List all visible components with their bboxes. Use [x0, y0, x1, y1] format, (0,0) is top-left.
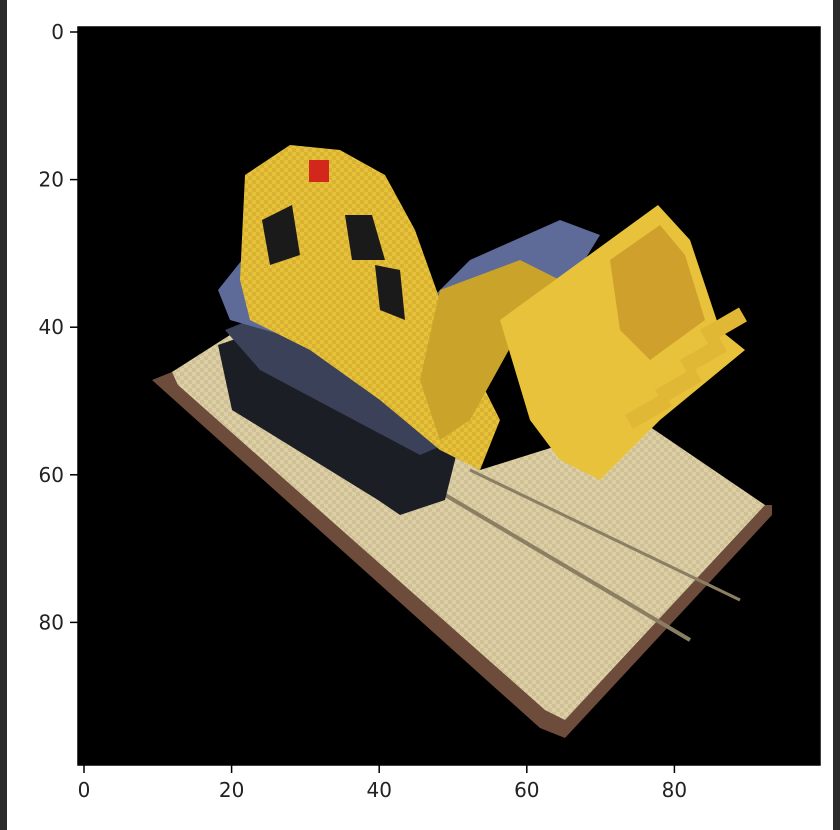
- y-tick-label: 0: [51, 20, 64, 44]
- x-tick-label: 60: [514, 778, 539, 802]
- axes-frame: [77, 26, 821, 766]
- bucket-tooth: [680, 337, 727, 374]
- cab-window: [375, 265, 405, 320]
- x-tick-label: 20: [219, 778, 244, 802]
- y-tick-label: 80: [39, 610, 64, 634]
- y-tick-label: 60: [39, 463, 64, 487]
- y-tick-label: 20: [39, 168, 64, 192]
- cab-window: [345, 215, 385, 260]
- bucket-tooth: [700, 307, 747, 344]
- x-tick-label: 40: [366, 778, 391, 802]
- x-axis-ticks: 0 20 40 60 80: [78, 765, 687, 802]
- red-light: [309, 160, 329, 182]
- plank-line: [469, 468, 741, 602]
- window-frame-left: [0, 0, 7, 830]
- bucket-tooth: [625, 392, 672, 429]
- bucket-inner: [610, 225, 705, 360]
- x-tick-label: 0: [78, 778, 91, 802]
- cab-window: [262, 205, 300, 265]
- window-frame-right: [833, 0, 840, 830]
- bucket-tooth: [655, 367, 702, 404]
- bulldozer-render: [152, 145, 772, 738]
- y-axis-ticks: 0 20 40 60 80: [39, 20, 78, 634]
- plank-line: [418, 478, 692, 642]
- y-tick-label: 40: [39, 315, 64, 339]
- x-tick-label: 80: [662, 778, 687, 802]
